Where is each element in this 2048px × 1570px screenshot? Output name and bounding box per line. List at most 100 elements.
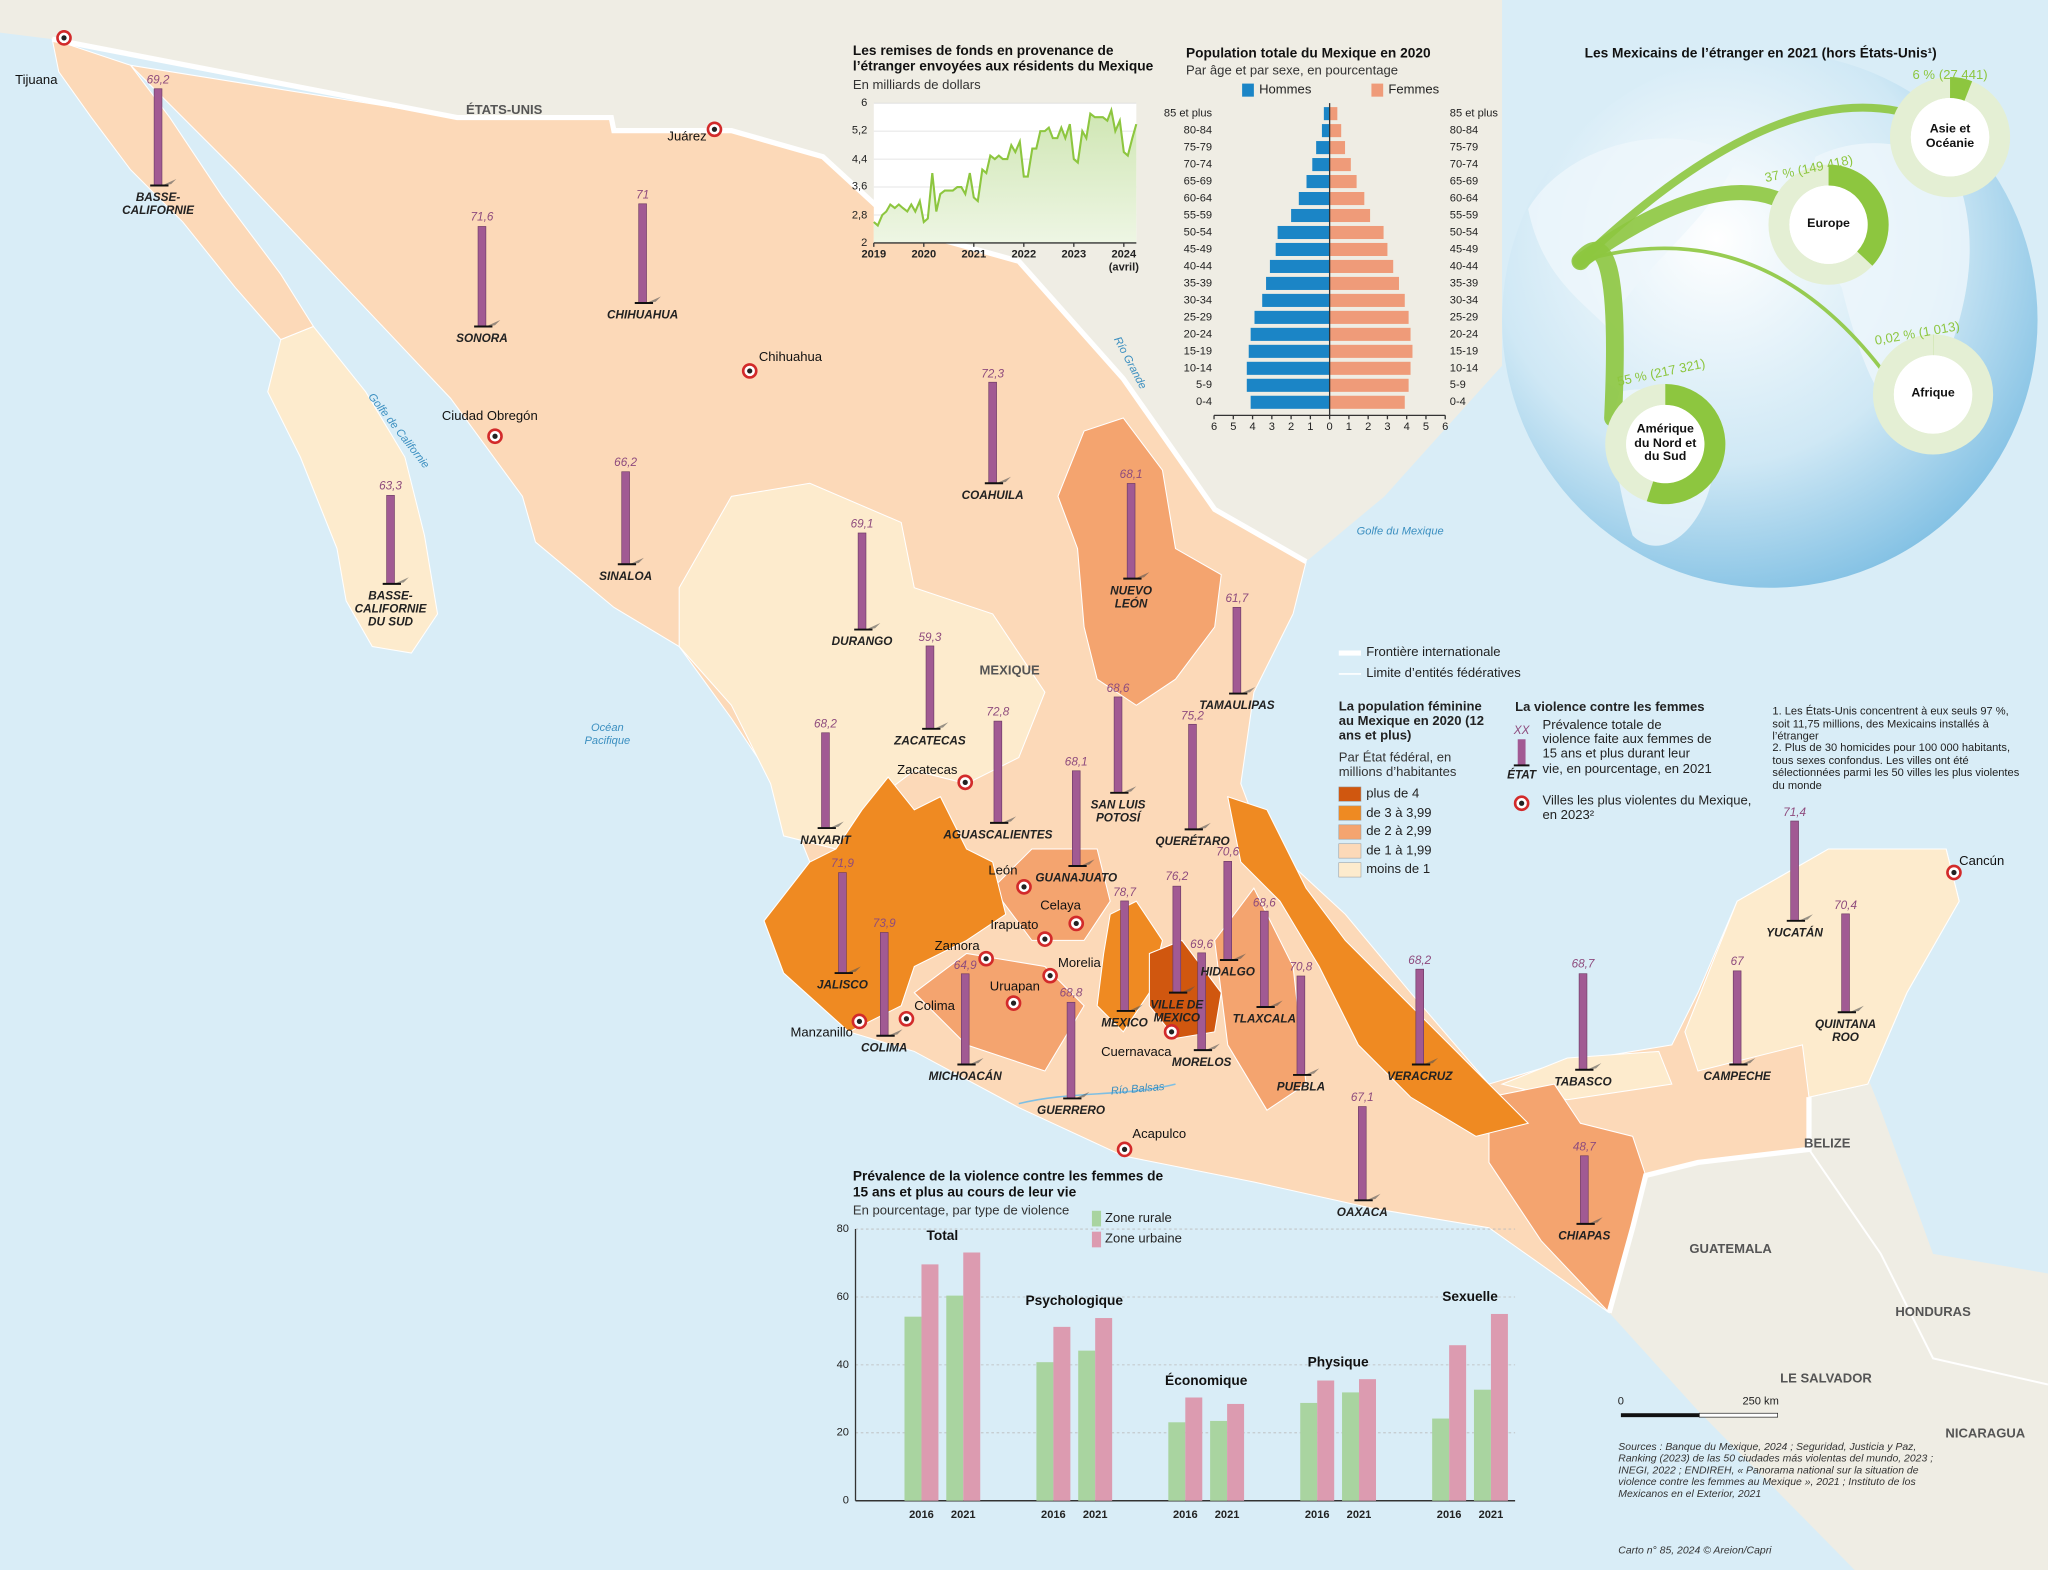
x-tick-label: 2020 bbox=[911, 246, 937, 260]
state-name: QUERÉTARO bbox=[1155, 834, 1230, 848]
state-value-label: 71,4 bbox=[1783, 805, 1807, 819]
state-bar bbox=[1296, 975, 1306, 1076]
y-tick-label: 80-84 bbox=[1449, 123, 1479, 137]
state-value-label: 68,6 bbox=[1252, 895, 1276, 909]
sources: Sources : Banque du Mexique, 2024 ; Segu… bbox=[1618, 1440, 1934, 1500]
x-tick-label: 2 bbox=[1288, 419, 1295, 433]
state-name: CHIAPAS bbox=[1558, 1229, 1611, 1243]
scale-bar bbox=[1698, 1412, 1778, 1418]
group-label: Psychologique bbox=[1025, 1293, 1124, 1310]
state-bar bbox=[1732, 970, 1742, 1065]
legend-swatch bbox=[1338, 786, 1362, 802]
bar-shadow bbox=[646, 296, 661, 304]
state-bar bbox=[1120, 900, 1129, 1012]
state-name: AGUASCALIENTES bbox=[943, 828, 1053, 842]
donut-segment bbox=[1950, 77, 1973, 101]
y-tick-label: 2 bbox=[861, 235, 868, 249]
bar bbox=[1329, 259, 1394, 273]
x-tick-label: 2024 (avril) bbox=[1108, 246, 1139, 273]
country-label: ÉTATS-UNIS bbox=[465, 103, 543, 119]
country-label: HONDURAS bbox=[1895, 1305, 1971, 1320]
state-bar bbox=[925, 645, 935, 730]
bar-shadow bbox=[888, 1029, 903, 1036]
state-bar bbox=[477, 226, 487, 327]
legend-label: Hommes bbox=[1259, 82, 1312, 98]
legend-label: Limite d’entités fédératives bbox=[1366, 666, 1521, 682]
city-label: Manzanillo bbox=[790, 1025, 853, 1041]
legend-bar bbox=[1517, 739, 1526, 766]
state-name: SONORA bbox=[456, 331, 508, 345]
state-name: TAMAULIPAS bbox=[1199, 698, 1275, 712]
y-tick-label: 65-69 bbox=[1449, 174, 1479, 188]
x-tick-label: 5 bbox=[1230, 419, 1237, 433]
bar bbox=[921, 1264, 939, 1501]
bar bbox=[1329, 361, 1411, 375]
bar bbox=[1317, 1380, 1335, 1501]
state-value-label: 71 bbox=[636, 187, 650, 202]
y-tick-label: 70-74 bbox=[1449, 157, 1479, 171]
bar bbox=[963, 1252, 981, 1501]
bar-shadow bbox=[629, 557, 644, 565]
donut-segment bbox=[1828, 164, 1889, 266]
y-tick-label: 60 bbox=[836, 1289, 849, 1303]
bar bbox=[1329, 395, 1405, 409]
state-name: SINALOA bbox=[599, 569, 653, 583]
region-label: Afrique bbox=[1911, 386, 1955, 401]
bar bbox=[1291, 208, 1330, 223]
state-value-label: 68,7 bbox=[1571, 957, 1595, 971]
bar-shadow bbox=[969, 1057, 984, 1065]
state-value-label: 68,2 bbox=[1408, 953, 1432, 967]
bar bbox=[1329, 276, 1399, 290]
state-name: CAMPECHE bbox=[1703, 1069, 1771, 1083]
state-name: OAXACA bbox=[1336, 1205, 1388, 1219]
bar bbox=[1329, 310, 1409, 324]
x-tick-label: 3 bbox=[1268, 419, 1275, 433]
state-bar bbox=[1790, 820, 1799, 922]
country-label: NICARAGUA bbox=[1945, 1426, 2026, 1442]
state-name: NUEVO LEÓN bbox=[1110, 583, 1152, 611]
city-marker-dot bbox=[747, 368, 753, 374]
state-value-label: 75,2 bbox=[1181, 708, 1204, 722]
bar bbox=[1246, 378, 1330, 392]
bar bbox=[1168, 1422, 1186, 1501]
state-bar bbox=[857, 532, 867, 630]
state-bar bbox=[988, 381, 997, 484]
bar bbox=[1490, 1313, 1508, 1501]
state-bar bbox=[1113, 696, 1123, 794]
bar bbox=[1342, 1392, 1360, 1501]
state-name: GUERRERO bbox=[1037, 1103, 1105, 1117]
y-tick-label: 35-39 bbox=[1449, 275, 1479, 289]
bar bbox=[1269, 259, 1330, 273]
x-tick-label: 2021 bbox=[950, 1507, 976, 1521]
city-marker-dot bbox=[1073, 920, 1079, 927]
city-label: Colima bbox=[914, 999, 955, 1015]
city-label: Zacatecas bbox=[897, 763, 958, 778]
state-value-label: 78,7 bbox=[1113, 885, 1137, 899]
bar bbox=[1248, 344, 1330, 358]
city-label: Ciudad Obregón bbox=[441, 409, 538, 424]
state-value-label: 64,9 bbox=[953, 957, 977, 972]
city-marker-dot bbox=[1121, 1146, 1128, 1152]
state-value-label: 70,4 bbox=[1834, 898, 1857, 912]
legend-label: de 1 à 1,99 bbox=[1366, 843, 1432, 858]
bar-shadow bbox=[1128, 1004, 1143, 1011]
state-value-label: 71,9 bbox=[830, 856, 854, 870]
country-label: BELIZE bbox=[1804, 1136, 1851, 1152]
y-tick-label: 25-29 bbox=[1183, 309, 1213, 323]
y-tick-label: 50-54 bbox=[1449, 224, 1479, 239]
state-bar bbox=[960, 973, 970, 1065]
state-name: TABASCO bbox=[1554, 1074, 1612, 1088]
y-tick-label: 65-69 bbox=[1183, 174, 1213, 188]
region-label: Asie et Océanie bbox=[1925, 121, 1975, 151]
y-tick-label: 2,8 bbox=[851, 207, 868, 221]
x-tick-label: 0 bbox=[1326, 419, 1333, 433]
bar bbox=[1312, 158, 1330, 172]
x-tick-label: 2021 bbox=[961, 246, 987, 260]
y-tick-label: 5-9 bbox=[1196, 377, 1213, 391]
note: 2. Plus de 30 homicides pour 100 000 hab… bbox=[1772, 740, 2020, 791]
bar bbox=[1250, 327, 1330, 341]
state-bar bbox=[821, 732, 830, 829]
legend-label: Prévalence totale de violence faite aux … bbox=[1542, 718, 1712, 777]
